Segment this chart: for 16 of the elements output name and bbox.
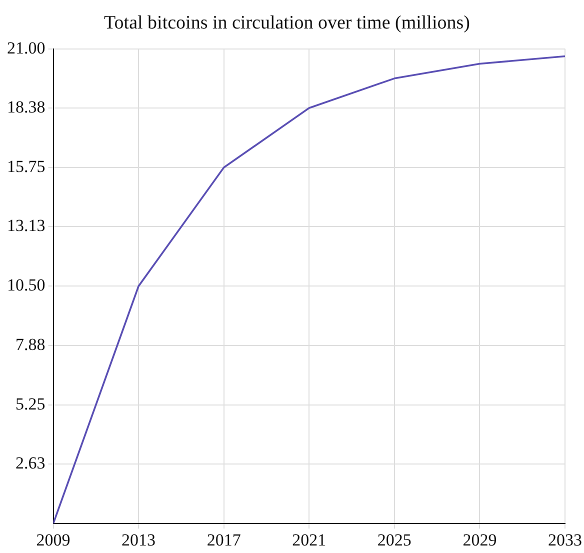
y-tick-label: 15.75 — [7, 156, 46, 176]
x-tick-label: 2017 — [206, 530, 242, 550]
x-tick-label: 2021 — [292, 530, 326, 550]
x-tick-label: 2013 — [122, 530, 156, 550]
y-tick-label: 10.50 — [7, 276, 46, 295]
x-tick-label: 2029 — [462, 530, 497, 550]
x-tick-label: 2025 — [377, 530, 412, 550]
y-tick-label: 18.38 — [7, 98, 46, 117]
chart-title: Total bitcoins in circulation over time (millions) — [104, 12, 470, 34]
y-tick-label: 13.13 — [7, 216, 46, 236]
y-tick-label: 21.00 — [7, 38, 46, 58]
y-tick-label: 2.63 — [16, 454, 46, 473]
x-tick-label: 2009 — [36, 530, 70, 550]
y-tick-label: 5.25 — [16, 394, 46, 414]
x-tick-label: 2033 — [548, 530, 582, 550]
y-tick-label: 7.88 — [16, 334, 46, 354]
